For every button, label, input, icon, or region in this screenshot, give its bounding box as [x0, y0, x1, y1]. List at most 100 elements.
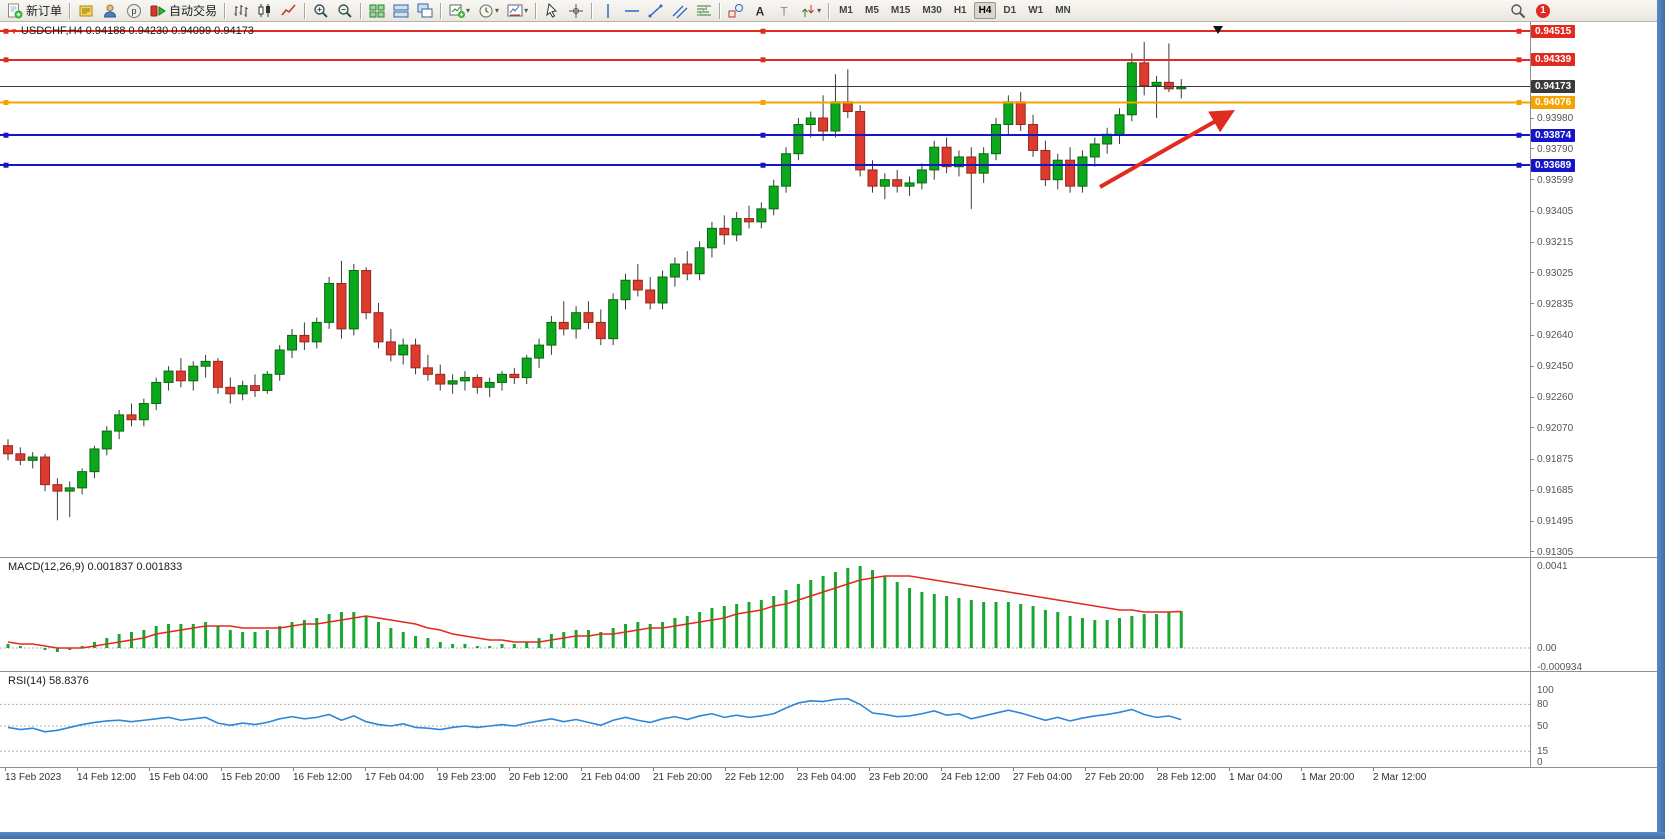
timeframe-m15-button[interactable]: M15: [890, 5, 911, 16]
timeframe-h1-button[interactable]: H1: [953, 5, 967, 16]
time-axis[interactable]: 13 Feb 2023 14 Feb 12:00 15 Feb 04:00 15 Fe…: [0, 768, 1530, 794]
timeframe-mn-button[interactable]: MN: [1055, 5, 1071, 16]
time-axis-label: 21 Feb 04:00: [581, 772, 640, 783]
toolbar-separator: [535, 2, 538, 19]
new-chart-icon: [449, 3, 466, 19]
svg-text:T: T: [780, 4, 788, 18]
cursor-button[interactable]: [540, 0, 564, 22]
new-order-button[interactable]: 新订单: [3, 0, 66, 22]
arrange-windows-button[interactable]: [389, 0, 413, 22]
rsi-axis-label: 15: [1537, 746, 1549, 758]
vertical-line-icon: [600, 3, 616, 19]
price-tag-0.94076: 0.94076: [1531, 95, 1576, 109]
line-handle[interactable]: [1516, 99, 1522, 105]
line-handle[interactable]: [3, 28, 9, 34]
tile-windows-button[interactable]: [365, 0, 389, 22]
channel-icon: [672, 3, 688, 19]
main-price-chart[interactable]: [0, 22, 1530, 557]
channel-button[interactable]: [668, 0, 692, 22]
time-axis-tick: [725, 768, 726, 771]
price-axis[interactable]: 0.93980 0.93790 0.93599 0.93405 0.93215 0.930…: [1530, 22, 1657, 768]
price-axis-label: 0.93599: [1537, 174, 1574, 186]
toolbar-separator: [591, 2, 594, 19]
rsi-indicator-panel[interactable]: [0, 672, 1530, 767]
timeframe-m5-button[interactable]: M5: [865, 5, 879, 16]
timeframe-m30-button[interactable]: M30: [922, 5, 942, 16]
publisher-button[interactable]: p: [122, 0, 146, 22]
time-axis-label: 13 Feb 2023: [5, 772, 62, 783]
price-axis-tick: [1530, 179, 1534, 181]
new-chart-button[interactable]: ▾: [445, 0, 474, 22]
line-handle[interactable]: [760, 28, 766, 34]
cascade-windows-button[interactable]: [413, 0, 437, 22]
timeframe-m1-button[interactable]: M1: [839, 5, 853, 16]
line-handle[interactable]: [3, 162, 9, 168]
timeframe-w1-button[interactable]: W1: [1028, 5, 1044, 16]
market-watch-button[interactable]: [98, 0, 122, 22]
price-list-button[interactable]: [74, 0, 98, 22]
zoom-out-icon: [337, 3, 353, 19]
trend-arrow-annotation[interactable]: [1099, 110, 1235, 189]
zoom-in-button[interactable]: [309, 0, 333, 22]
price-axis-label: 0.92835: [1537, 298, 1574, 310]
shapes-button[interactable]: [724, 0, 748, 22]
time-axis-label: 14 Feb 12:00: [77, 772, 136, 783]
label-icon: T: [776, 3, 792, 19]
timeframe-h4-button[interactable]: H4: [973, 2, 997, 19]
line-handle[interactable]: [3, 99, 9, 105]
panel-separator-macd-rsi[interactable]: [0, 671, 1657, 672]
line-handle[interactable]: [1516, 162, 1522, 168]
line-handle[interactable]: [760, 162, 766, 168]
line-chart-button[interactable]: [277, 0, 301, 22]
price-axis-label: 0.92450: [1537, 361, 1574, 373]
macd-label: MACD(12,26,9) 0.001837 0.001833: [8, 561, 183, 573]
crosshair-button[interactable]: [564, 0, 588, 22]
chart-shift-marker[interactable]: [1213, 26, 1223, 34]
fibonacci-button[interactable]: [692, 0, 716, 22]
templates-icon: [507, 3, 523, 19]
crosshair-icon: [568, 3, 584, 19]
line-handle[interactable]: [3, 57, 9, 63]
vertical-line-button[interactable]: [596, 0, 620, 22]
zoom-out-button[interactable]: [333, 0, 357, 22]
text-button[interactable]: A: [748, 0, 772, 22]
notification-badge[interactable]: 1: [1536, 3, 1550, 18]
bar-chart-button[interactable]: [229, 0, 253, 22]
timeframe-d1-button[interactable]: D1: [1003, 5, 1017, 16]
price-axis-tick: [1530, 303, 1534, 305]
macd-histogram: [6, 566, 1183, 652]
line-handle[interactable]: [1516, 132, 1522, 138]
time-axis-label: 24 Feb 12:00: [941, 772, 1000, 783]
line-handle[interactable]: [3, 132, 9, 138]
horizontal-line-button[interactable]: [620, 0, 644, 22]
time-axis-label: 21 Feb 20:00: [653, 772, 712, 783]
line-handle[interactable]: [1516, 57, 1522, 63]
line-handle[interactable]: [760, 99, 766, 105]
toolbar-separator: [69, 2, 72, 19]
line-handle[interactable]: [1516, 28, 1522, 34]
price-axis-tick: [1530, 427, 1534, 429]
time-axis-label: 1 Mar 04:00: [1229, 772, 1283, 783]
candlestick-chart-button[interactable]: [253, 0, 277, 22]
search-button[interactable]: [1506, 0, 1530, 22]
label-button[interactable]: T: [772, 0, 796, 22]
time-axis-label: 15 Feb 04:00: [149, 772, 208, 783]
arrows-button[interactable]: ▾: [796, 0, 825, 22]
time-axis-label: 20 Feb 12:00: [509, 772, 568, 783]
time-axis-label: 22 Feb 12:00: [725, 772, 784, 783]
macd-indicator-panel[interactable]: [0, 558, 1530, 671]
price-axis-label: 0.93405: [1537, 206, 1574, 218]
time-axis-tick: [1157, 768, 1158, 771]
autotrade-button[interactable]: 自动交易: [146, 0, 221, 22]
trendline-button[interactable]: [644, 0, 668, 22]
templates-button[interactable]: ▾: [503, 0, 532, 22]
time-axis-tick: [581, 768, 582, 771]
line-handle[interactable]: [760, 132, 766, 138]
dropdown-arrow-icon: ▾: [466, 6, 471, 15]
line-handle[interactable]: [760, 57, 766, 63]
svg-text:A: A: [756, 4, 765, 18]
panel-separator-main-macd[interactable]: [0, 557, 1657, 558]
price-axis-tick: [1530, 520, 1534, 522]
time-axis-tick: [1013, 768, 1014, 771]
periods-button[interactable]: ▾: [474, 0, 503, 22]
